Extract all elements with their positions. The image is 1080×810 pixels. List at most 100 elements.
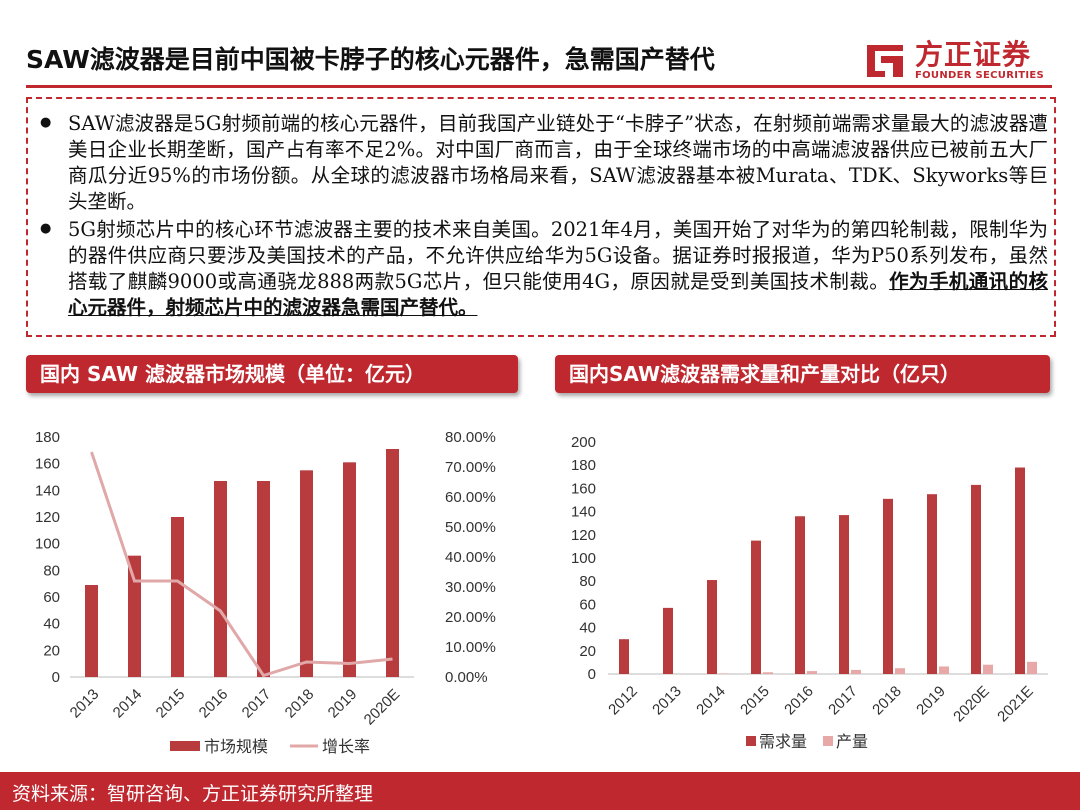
- x-tick-label: 2019: [913, 683, 949, 719]
- market-size-bar: [85, 585, 98, 677]
- left-y-tick-label: 140: [35, 482, 60, 499]
- legend-swatch-demand: [746, 736, 756, 746]
- summary-paragraph-2-text: 5G射频芯片中的核心环节滤波器主要的技术来自美国。2021年4月，美国开始了对华…: [68, 218, 1048, 293]
- source-note: 资料来源：智研咨询、方正证券研究所整理: [12, 783, 374, 805]
- left-y-tick-label: 0: [52, 669, 60, 686]
- founder-logo-icon: [866, 44, 903, 77]
- market-size-bar: [386, 449, 399, 677]
- bullet-icon: ●: [40, 115, 52, 130]
- right-y-tick-label: 20.00%: [445, 609, 496, 626]
- market-size-bar: [300, 470, 313, 677]
- market-size-chart: 0 20 40 60 80 100 120 140 160 180 0.00% 10.00% 20.00…: [35, 429, 496, 756]
- x-tick-label: 2015: [153, 686, 189, 722]
- demand-bar: [927, 494, 937, 674]
- x-tick-label: 2018: [869, 683, 905, 719]
- output-bar: [939, 666, 949, 674]
- market-size-bar: [171, 517, 184, 677]
- left-y-tick-label: 180: [35, 429, 60, 446]
- x-tick-label: 2020E: [361, 686, 404, 729]
- y-tick-label: 120: [571, 527, 596, 544]
- right-y-tick-label: 60.00%: [445, 489, 496, 506]
- x-tick-label: 2013: [67, 686, 103, 722]
- x-tick-label: 2014: [693, 683, 729, 719]
- x-tick-label: 2018: [282, 686, 318, 722]
- y-tick-label: 40: [579, 620, 596, 637]
- demand-bar: [971, 484, 981, 674]
- right-y-tick-label: 80.00%: [445, 429, 496, 446]
- left-y-tick-label: 80: [43, 562, 60, 579]
- x-tick-label: 2013: [649, 683, 685, 719]
- left-y-tick-label: 20: [43, 642, 60, 659]
- logo-cn-text: 方正证券: [914, 38, 1031, 71]
- y-tick-label: 80: [579, 573, 596, 590]
- left-y-tick-label: 100: [35, 536, 60, 553]
- x-tick-label: 2015: [737, 683, 773, 719]
- right-y-tick-label: 30.00%: [445, 579, 496, 596]
- y-tick-label: 60: [579, 596, 596, 613]
- footer-bar: 资料来源：智研咨询、方正证券研究所整理: [0, 772, 1080, 810]
- y-tick-label: 160: [571, 480, 596, 497]
- logo-en-text: FOUNDER SECURITIES: [914, 70, 1044, 81]
- right-y-tick-label: 40.00%: [445, 549, 496, 566]
- output-bar: [1027, 661, 1037, 674]
- demand-bar: [839, 515, 849, 674]
- x-tick-label: 2016: [196, 686, 232, 722]
- y-tick-label: 140: [571, 504, 596, 521]
- demand-bar: [1015, 467, 1025, 674]
- y-tick-label: 200: [571, 434, 596, 451]
- demand-bar: [883, 498, 893, 674]
- summary-paragraph-2: 5G射频芯片中的核心环节滤波器主要的技术来自美国。2021年4月，美国开始了对华…: [68, 217, 1048, 321]
- demand-bar: [751, 540, 761, 674]
- summary-paragraph-2-highlight: 作为手机通讯的核心元器件，射频芯片中的滤波器急需国产替代。: [68, 270, 1048, 319]
- y-tick-label: 0: [588, 666, 596, 683]
- y-tick-label: 180: [571, 457, 596, 474]
- output-bar: [851, 669, 861, 674]
- legend-label-demand: 需求量: [759, 733, 807, 751]
- summary-paragraph-1: SAW滤波器是5G射频前端的核心元器件，目前我国产业链处于“卡脖子”状态，在射频…: [68, 112, 1048, 213]
- demand-bar: [795, 516, 805, 674]
- right-y-tick-label: 0.00%: [445, 669, 488, 686]
- legend-swatch-output: [823, 736, 833, 746]
- market-size-bar: [257, 481, 270, 677]
- summary-box: ● SAW滤波器是5G射频前端的核心元器件，目前我国产业链处于“卡脖子”状态，在…: [26, 97, 1056, 337]
- output-bar: [763, 672, 773, 674]
- legend-label-market-size: 市场规模: [204, 738, 268, 756]
- output-bar: [719, 673, 729, 674]
- right-y-tick-label: 50.00%: [445, 519, 496, 536]
- left-y-tick-label: 160: [35, 456, 60, 473]
- right-y-tick-label: 70.00%: [445, 459, 496, 476]
- legend-swatch-market-size: [170, 741, 200, 751]
- output-bar: [983, 664, 993, 674]
- left-y-tick-label: 40: [43, 616, 60, 633]
- x-tick-label: 2012: [605, 683, 641, 719]
- output-bar: [895, 668, 905, 674]
- y-tick-label: 20: [579, 643, 596, 660]
- x-tick-label: 2016: [781, 683, 817, 719]
- left-chart-title: 国内 SAW 滤波器市场规模（单位：亿元）: [26, 355, 518, 393]
- legend-label-output: 产量: [836, 733, 868, 751]
- demand-bar: [663, 607, 673, 674]
- right-y-tick-label: 10.00%: [445, 639, 496, 656]
- market-size-bar: [343, 462, 356, 677]
- x-tick-label: 2020E: [950, 683, 993, 726]
- market-size-bar: [214, 481, 227, 677]
- demand-bar: [707, 580, 717, 674]
- x-tick-label: 2019: [325, 686, 361, 722]
- bullet-icon: ●: [40, 221, 52, 236]
- y-tick-label: 100: [571, 550, 596, 567]
- demand-bar: [619, 639, 629, 674]
- page-title: SAW滤波器是目前中国被卡脖子的核心元器件，急需国产替代: [26, 45, 715, 74]
- founder-logo: 方正证券 FOUNDER SECURITIES: [863, 40, 1044, 81]
- x-tick-label: 2021E: [994, 683, 1037, 726]
- output-bar: [807, 671, 817, 674]
- legend-label-growth-rate: 增长率: [322, 738, 370, 756]
- title-rule: [26, 85, 1052, 88]
- left-y-tick-label: 60: [43, 589, 60, 606]
- market-size-bar: [128, 555, 141, 677]
- right-chart-title: 国内SAW滤波器需求量和产量对比（亿只）: [555, 355, 1050, 393]
- x-tick-label: 2017: [825, 683, 861, 719]
- growth-rate-line: [90, 451, 393, 678]
- x-tick-label: 2014: [110, 686, 146, 722]
- left-y-tick-label: 120: [35, 509, 60, 526]
